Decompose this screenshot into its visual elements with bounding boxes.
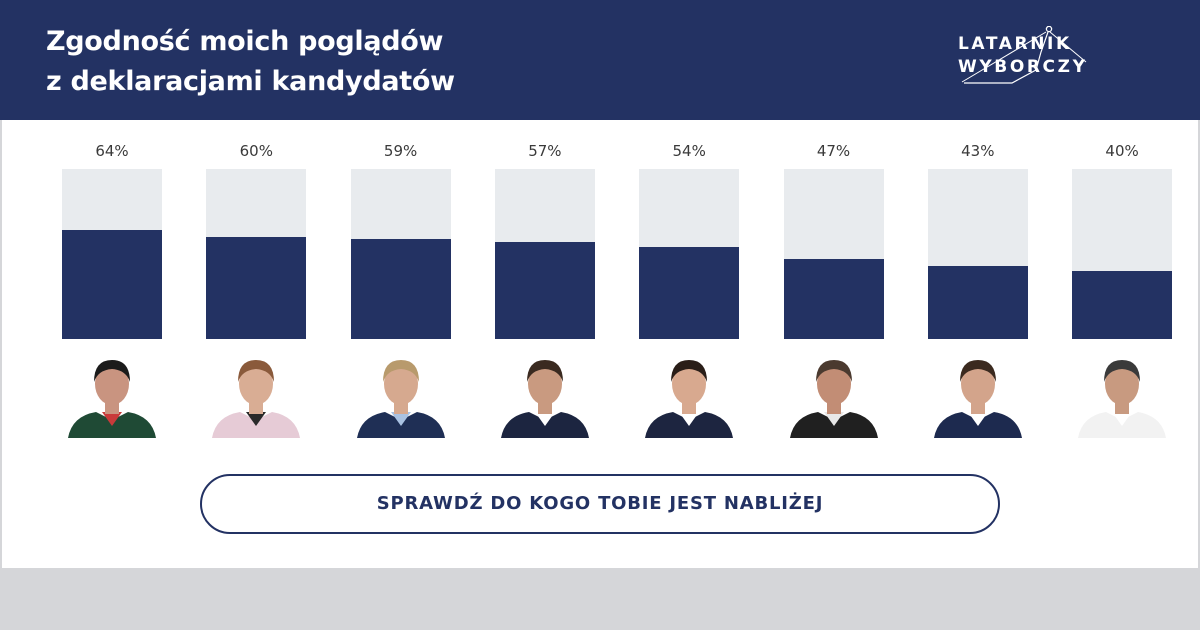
bar-fill: [927, 266, 1028, 339]
lighthouse-beam-icon: [961, 26, 1087, 84]
candidate-photo: [62, 350, 162, 438]
percentage-label: 40%: [1105, 142, 1139, 160]
candidate-photo: [784, 350, 884, 438]
percentage-label: 43%: [961, 142, 995, 160]
bar-fill: [62, 230, 162, 339]
candidate-photo: [1072, 350, 1172, 438]
logo-text-line-2: WYBORCZY: [958, 57, 1088, 77]
percentage-label: 64%: [95, 142, 129, 160]
bar-track: [783, 169, 884, 339]
bar-track: [206, 169, 307, 339]
bar-fill: [639, 247, 740, 339]
bar-track: [639, 169, 740, 339]
candidate-photo: [495, 350, 595, 438]
percentage-label: 60%: [239, 142, 273, 160]
bar-fill: [206, 237, 307, 339]
bar-fill: [350, 239, 451, 339]
candidate-photo: [639, 350, 739, 438]
candidate-photo: [928, 350, 1028, 438]
percentage-label: 57%: [528, 142, 562, 160]
title-line-2: z deklaracjami kandydatów: [46, 66, 455, 97]
header: Zgodność moich poglądów z deklaracjami k…: [0, 0, 1200, 120]
candidate-photo: [206, 350, 306, 438]
percentage-label: 59%: [383, 142, 418, 160]
percentage-label: 47%: [816, 142, 851, 160]
bar-track: [927, 169, 1028, 339]
percentage-label: 54%: [672, 142, 706, 160]
bar-track: [494, 169, 595, 339]
bar-fill: [1072, 271, 1173, 339]
latarnik-wyborczy-logo: LATARNIK WYBORCZY: [952, 26, 1092, 88]
bar-track: [62, 169, 162, 339]
bar-fill: [783, 259, 884, 339]
bar-track: [350, 169, 451, 339]
logo-text-line-1: LATARNIK: [958, 34, 1072, 54]
candidate-photo: [351, 350, 451, 438]
title-line-1: Zgodność moich poglądów: [46, 26, 444, 57]
page-title: Zgodność moich poglądów z deklaracjami k…: [46, 22, 455, 102]
check-closest-candidate-button[interactable]: SPRAWDŹ DO KOGO TOBIE JEST NABLIŻEJ: [200, 474, 1000, 534]
bar-fill: [494, 242, 595, 339]
results-panel: 64% 60% 59% 57% 54% 47% 43% 40% SPRAWDŹ DO KOGO…: [2, 120, 1198, 568]
bar-track: [1072, 169, 1173, 339]
